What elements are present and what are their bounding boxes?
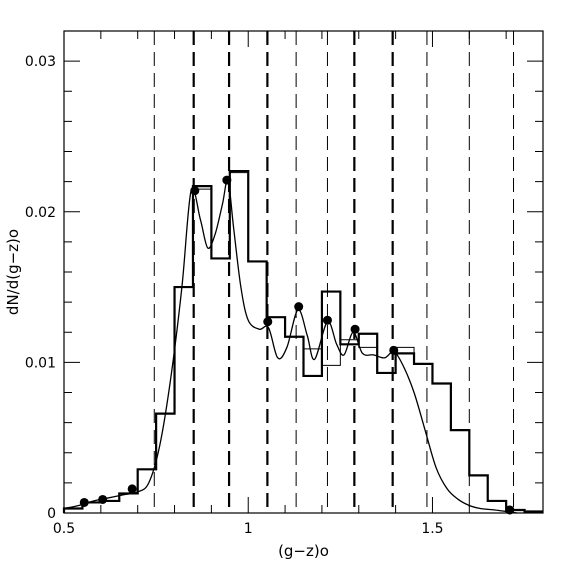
tick-labels: 0.5 1 1.5 0 0.01 0.02 0.03: [25, 54, 444, 537]
data-point: [350, 324, 360, 334]
x-tick-label: 0.5: [53, 521, 75, 537]
data-point: [222, 175, 232, 185]
x-tick-label: 1: [244, 521, 253, 537]
data-point: [263, 317, 273, 327]
data-point: [127, 484, 137, 494]
smoothed-curve: [63, 179, 518, 514]
peak-points: [79, 175, 515, 515]
y-tick-label: 0.01: [25, 355, 56, 371]
density-curve: [63, 179, 518, 514]
y-axis-label: dN/d(g−z)o: [4, 229, 22, 315]
data-point: [79, 497, 89, 507]
y-tick-label: 0.03: [25, 54, 56, 70]
y-tick-label: 0.02: [25, 205, 56, 221]
data-point: [190, 186, 200, 196]
data-point: [389, 345, 399, 355]
axis-ticks: [63, 30, 544, 514]
dashed-reference-lines: [153, 31, 515, 513]
x-tick-label: 1.5: [421, 521, 443, 537]
data-point: [322, 315, 332, 325]
data-point: [294, 302, 304, 312]
plot-frame: [63, 30, 544, 514]
data-point: [505, 505, 515, 515]
y-tick-label: 0: [47, 506, 56, 522]
histogram-thick-outline: [62, 169, 543, 513]
x-axis-label: (g−z)o: [278, 542, 329, 560]
histogram-thick: [62, 169, 543, 513]
data-point: [98, 494, 108, 504]
